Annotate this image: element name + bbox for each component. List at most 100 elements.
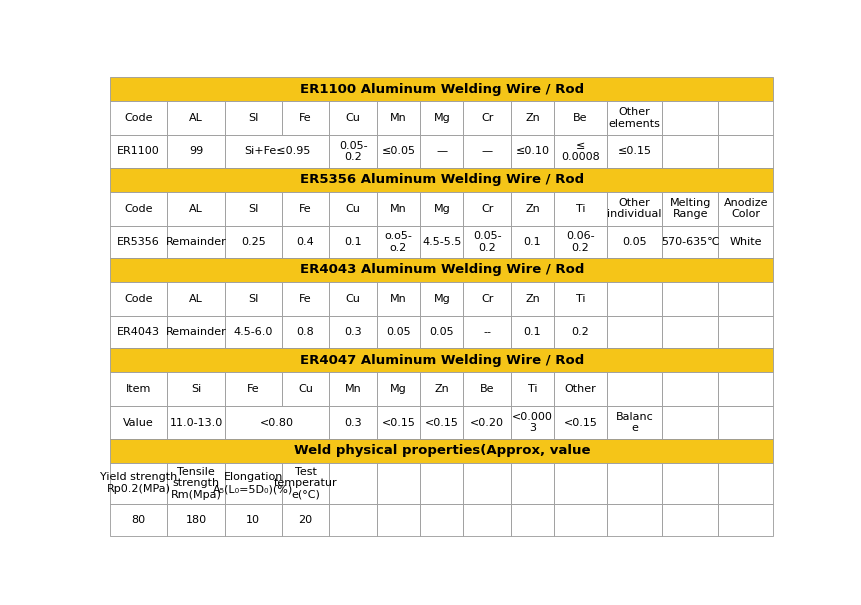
- Text: 80: 80: [132, 515, 146, 525]
- Bar: [110, 258, 772, 282]
- Text: Zn: Zn: [434, 384, 449, 394]
- Bar: [282, 316, 329, 348]
- Text: Zn: Zn: [524, 294, 539, 304]
- Bar: [225, 135, 329, 168]
- Text: Code: Code: [124, 294, 152, 304]
- Text: Cu: Cu: [345, 294, 360, 304]
- Bar: [282, 282, 329, 316]
- Bar: [376, 192, 419, 226]
- Text: —: —: [481, 146, 492, 156]
- Text: Test
temperatur
e(°C): Test temperatur e(°C): [274, 466, 337, 500]
- Text: 4.5-6.0: 4.5-6.0: [233, 327, 273, 337]
- Bar: [376, 463, 419, 504]
- Text: <0.15: <0.15: [424, 417, 458, 428]
- Bar: [329, 407, 376, 439]
- Text: <0.20: <0.20: [469, 417, 504, 428]
- Bar: [329, 192, 376, 226]
- Text: SI: SI: [248, 203, 258, 214]
- Bar: [167, 101, 225, 135]
- Bar: [110, 168, 772, 192]
- Bar: [661, 463, 717, 504]
- Bar: [329, 372, 376, 407]
- Bar: [511, 192, 554, 226]
- Bar: [167, 282, 225, 316]
- Bar: [511, 316, 554, 348]
- Text: Other
individual: Other individual: [606, 198, 661, 220]
- Text: ≤0.05: ≤0.05: [381, 146, 415, 156]
- Text: o.o5-
o.2: o.o5- o.2: [384, 231, 412, 252]
- Text: 0.3: 0.3: [344, 327, 362, 337]
- Text: 0.4: 0.4: [296, 237, 314, 247]
- Bar: [661, 226, 717, 258]
- Bar: [167, 192, 225, 226]
- Text: 0.8: 0.8: [296, 327, 314, 337]
- Bar: [110, 316, 167, 348]
- Bar: [167, 463, 225, 504]
- Bar: [661, 504, 717, 536]
- Bar: [661, 101, 717, 135]
- Text: AL: AL: [189, 113, 202, 123]
- Bar: [419, 504, 463, 536]
- Bar: [376, 282, 419, 316]
- Bar: [329, 135, 376, 168]
- Text: SI: SI: [248, 294, 258, 304]
- Text: ≤0.15: ≤0.15: [616, 146, 651, 156]
- Text: Anodize
Color: Anodize Color: [722, 198, 767, 220]
- Bar: [167, 135, 225, 168]
- Text: Mn: Mn: [344, 384, 361, 394]
- Bar: [419, 135, 463, 168]
- Bar: [661, 282, 717, 316]
- Bar: [554, 226, 606, 258]
- Text: 180: 180: [185, 515, 207, 525]
- Bar: [167, 226, 225, 258]
- Bar: [225, 226, 282, 258]
- Bar: [511, 101, 554, 135]
- Bar: [110, 226, 167, 258]
- Text: 0.2: 0.2: [571, 327, 589, 337]
- Text: <0.15: <0.15: [563, 417, 597, 428]
- Bar: [419, 282, 463, 316]
- Bar: [329, 504, 376, 536]
- Text: <0.80: <0.80: [260, 417, 294, 428]
- Bar: [606, 372, 661, 407]
- Text: Code: Code: [124, 203, 152, 214]
- Bar: [606, 316, 661, 348]
- Bar: [376, 504, 419, 536]
- Bar: [717, 282, 772, 316]
- Text: ≤0.10: ≤0.10: [515, 146, 549, 156]
- Text: 4.5-5.5: 4.5-5.5: [422, 237, 461, 247]
- Text: 0.1: 0.1: [344, 237, 362, 247]
- Bar: [606, 504, 661, 536]
- Bar: [463, 135, 511, 168]
- Text: Balanc
e: Balanc e: [615, 412, 653, 433]
- Text: 0.1: 0.1: [523, 237, 541, 247]
- Text: Fe: Fe: [246, 384, 259, 394]
- Text: Value: Value: [123, 417, 154, 428]
- Bar: [225, 372, 282, 407]
- Bar: [110, 192, 167, 226]
- Bar: [329, 282, 376, 316]
- Bar: [376, 226, 419, 258]
- Bar: [554, 135, 606, 168]
- Bar: [606, 135, 661, 168]
- Bar: [225, 282, 282, 316]
- Text: 0.05-
0.2: 0.05- 0.2: [338, 140, 367, 162]
- Text: Zn: Zn: [524, 203, 539, 214]
- Text: SI: SI: [248, 113, 258, 123]
- Bar: [419, 407, 463, 439]
- Text: ER5356 Aluminum Welding Wire / Rod: ER5356 Aluminum Welding Wire / Rod: [300, 173, 583, 186]
- Bar: [167, 407, 225, 439]
- Bar: [110, 282, 167, 316]
- Bar: [167, 316, 225, 348]
- Bar: [282, 372, 329, 407]
- Text: 0.1: 0.1: [523, 327, 541, 337]
- Bar: [717, 192, 772, 226]
- Bar: [717, 101, 772, 135]
- Bar: [110, 439, 772, 463]
- Bar: [225, 101, 282, 135]
- Bar: [419, 463, 463, 504]
- Bar: [606, 282, 661, 316]
- Text: Fe: Fe: [299, 294, 312, 304]
- Text: 0.05-
0.2: 0.05- 0.2: [473, 231, 501, 252]
- Text: Cu: Cu: [345, 113, 360, 123]
